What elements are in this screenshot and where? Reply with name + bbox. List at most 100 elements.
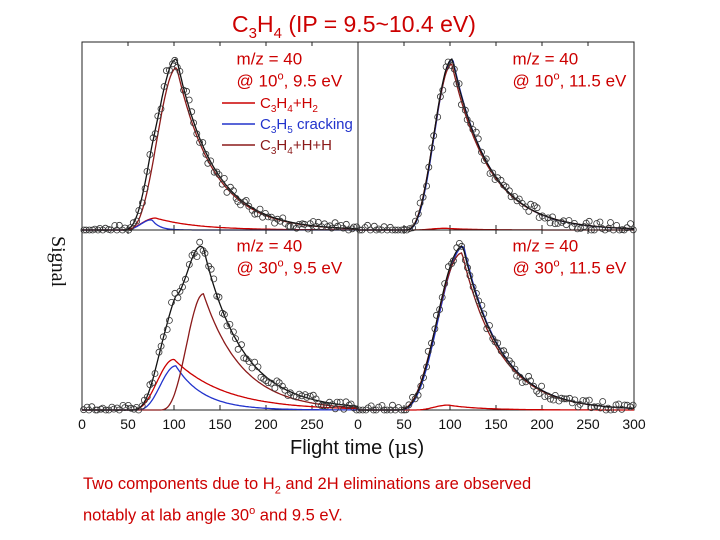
data-point bbox=[111, 222, 119, 229]
data-point bbox=[196, 138, 204, 146]
data-point bbox=[168, 298, 175, 306]
data-point bbox=[273, 377, 281, 385]
data-point bbox=[571, 396, 579, 404]
data-point bbox=[190, 119, 198, 127]
data-point bbox=[110, 405, 118, 413]
data-point bbox=[610, 406, 618, 414]
data-point bbox=[417, 382, 425, 390]
data-point bbox=[185, 96, 193, 104]
data-point bbox=[342, 220, 350, 228]
data-point bbox=[314, 218, 322, 226]
data-point bbox=[113, 404, 121, 412]
panel-label-mz: m/z = 40 bbox=[237, 237, 303, 256]
data-point bbox=[469, 283, 477, 291]
data-point bbox=[286, 389, 294, 397]
data-point bbox=[367, 402, 375, 410]
data-point bbox=[165, 66, 173, 74]
data-point bbox=[141, 185, 149, 192]
data-point bbox=[455, 80, 463, 87]
data-point bbox=[467, 120, 475, 128]
data-point bbox=[383, 406, 391, 414]
panel-frame bbox=[357, 41, 635, 231]
data-point bbox=[453, 80, 461, 88]
data-point bbox=[248, 364, 256, 372]
data-point bbox=[138, 199, 146, 207]
data-point bbox=[348, 225, 356, 233]
data-point bbox=[271, 384, 279, 392]
data-point bbox=[607, 219, 614, 226]
data-point bbox=[430, 132, 438, 140]
data-point bbox=[169, 60, 177, 68]
data-point bbox=[472, 289, 480, 297]
data-point bbox=[582, 397, 590, 405]
data-point bbox=[546, 219, 554, 227]
data-point bbox=[155, 348, 163, 356]
data-point bbox=[238, 341, 245, 349]
data-point bbox=[143, 167, 151, 175]
data-point bbox=[438, 293, 446, 301]
data-point bbox=[511, 365, 519, 373]
data-point bbox=[551, 220, 559, 228]
data-point bbox=[387, 406, 395, 414]
data-point bbox=[245, 202, 253, 210]
data-point bbox=[439, 86, 447, 94]
data-point bbox=[256, 205, 264, 213]
data-point bbox=[425, 163, 433, 171]
x-tick-label: 50 bbox=[396, 416, 412, 432]
data-point bbox=[331, 219, 339, 227]
data-point bbox=[599, 398, 607, 405]
legend-label: C3H4+H+H bbox=[260, 137, 332, 157]
data-point bbox=[464, 264, 471, 272]
data-point bbox=[215, 293, 223, 301]
data-point bbox=[623, 224, 631, 232]
data-point bbox=[129, 219, 137, 227]
data-point bbox=[478, 148, 485, 156]
data-point bbox=[293, 224, 300, 232]
data-point bbox=[541, 393, 549, 401]
data-point bbox=[281, 386, 289, 394]
data-point bbox=[547, 395, 554, 403]
data-point bbox=[551, 391, 559, 399]
data-point bbox=[138, 402, 146, 410]
panel-label-mz: m/z = 40 bbox=[513, 50, 579, 69]
data-point bbox=[461, 256, 469, 264]
panel-label-mz: m/z = 40 bbox=[513, 237, 579, 256]
panel-top-right: m/z = 40 @ 10o, 11.5 eV bbox=[356, 41, 637, 234]
data-point bbox=[502, 183, 510, 191]
data-point bbox=[102, 406, 110, 414]
panel-bottom-left: m/z = 40 @ 30o, 9.5 eV bbox=[80, 229, 360, 414]
data-point bbox=[527, 377, 534, 385]
data-point bbox=[497, 347, 505, 355]
data-point bbox=[405, 401, 413, 409]
data-point bbox=[419, 193, 427, 201]
data-point bbox=[267, 379, 275, 387]
data-point bbox=[375, 403, 383, 411]
x-tick-label: 200 bbox=[530, 416, 554, 432]
data-point bbox=[127, 404, 135, 412]
data-point bbox=[264, 213, 272, 221]
data-point bbox=[260, 375, 268, 383]
data-point bbox=[414, 210, 422, 218]
data-point bbox=[295, 220, 303, 228]
data-point bbox=[533, 387, 541, 395]
data-point bbox=[135, 207, 143, 214]
data-point bbox=[207, 157, 215, 165]
data-point bbox=[133, 217, 141, 225]
data-point bbox=[535, 390, 543, 398]
data-point bbox=[525, 207, 533, 215]
data-point bbox=[596, 218, 604, 226]
data-point bbox=[157, 342, 165, 350]
data-point bbox=[423, 363, 431, 371]
data-point bbox=[115, 406, 123, 414]
data-point bbox=[179, 283, 186, 291]
data-point bbox=[254, 363, 262, 371]
data-point bbox=[188, 108, 196, 116]
data-point bbox=[182, 275, 189, 283]
data-point bbox=[240, 198, 248, 206]
x-tick-label: 200 bbox=[254, 416, 278, 432]
data-point bbox=[428, 339, 435, 347]
data-point bbox=[267, 213, 275, 221]
data-point bbox=[320, 402, 328, 410]
data-point bbox=[571, 219, 578, 227]
data-point bbox=[92, 406, 99, 414]
